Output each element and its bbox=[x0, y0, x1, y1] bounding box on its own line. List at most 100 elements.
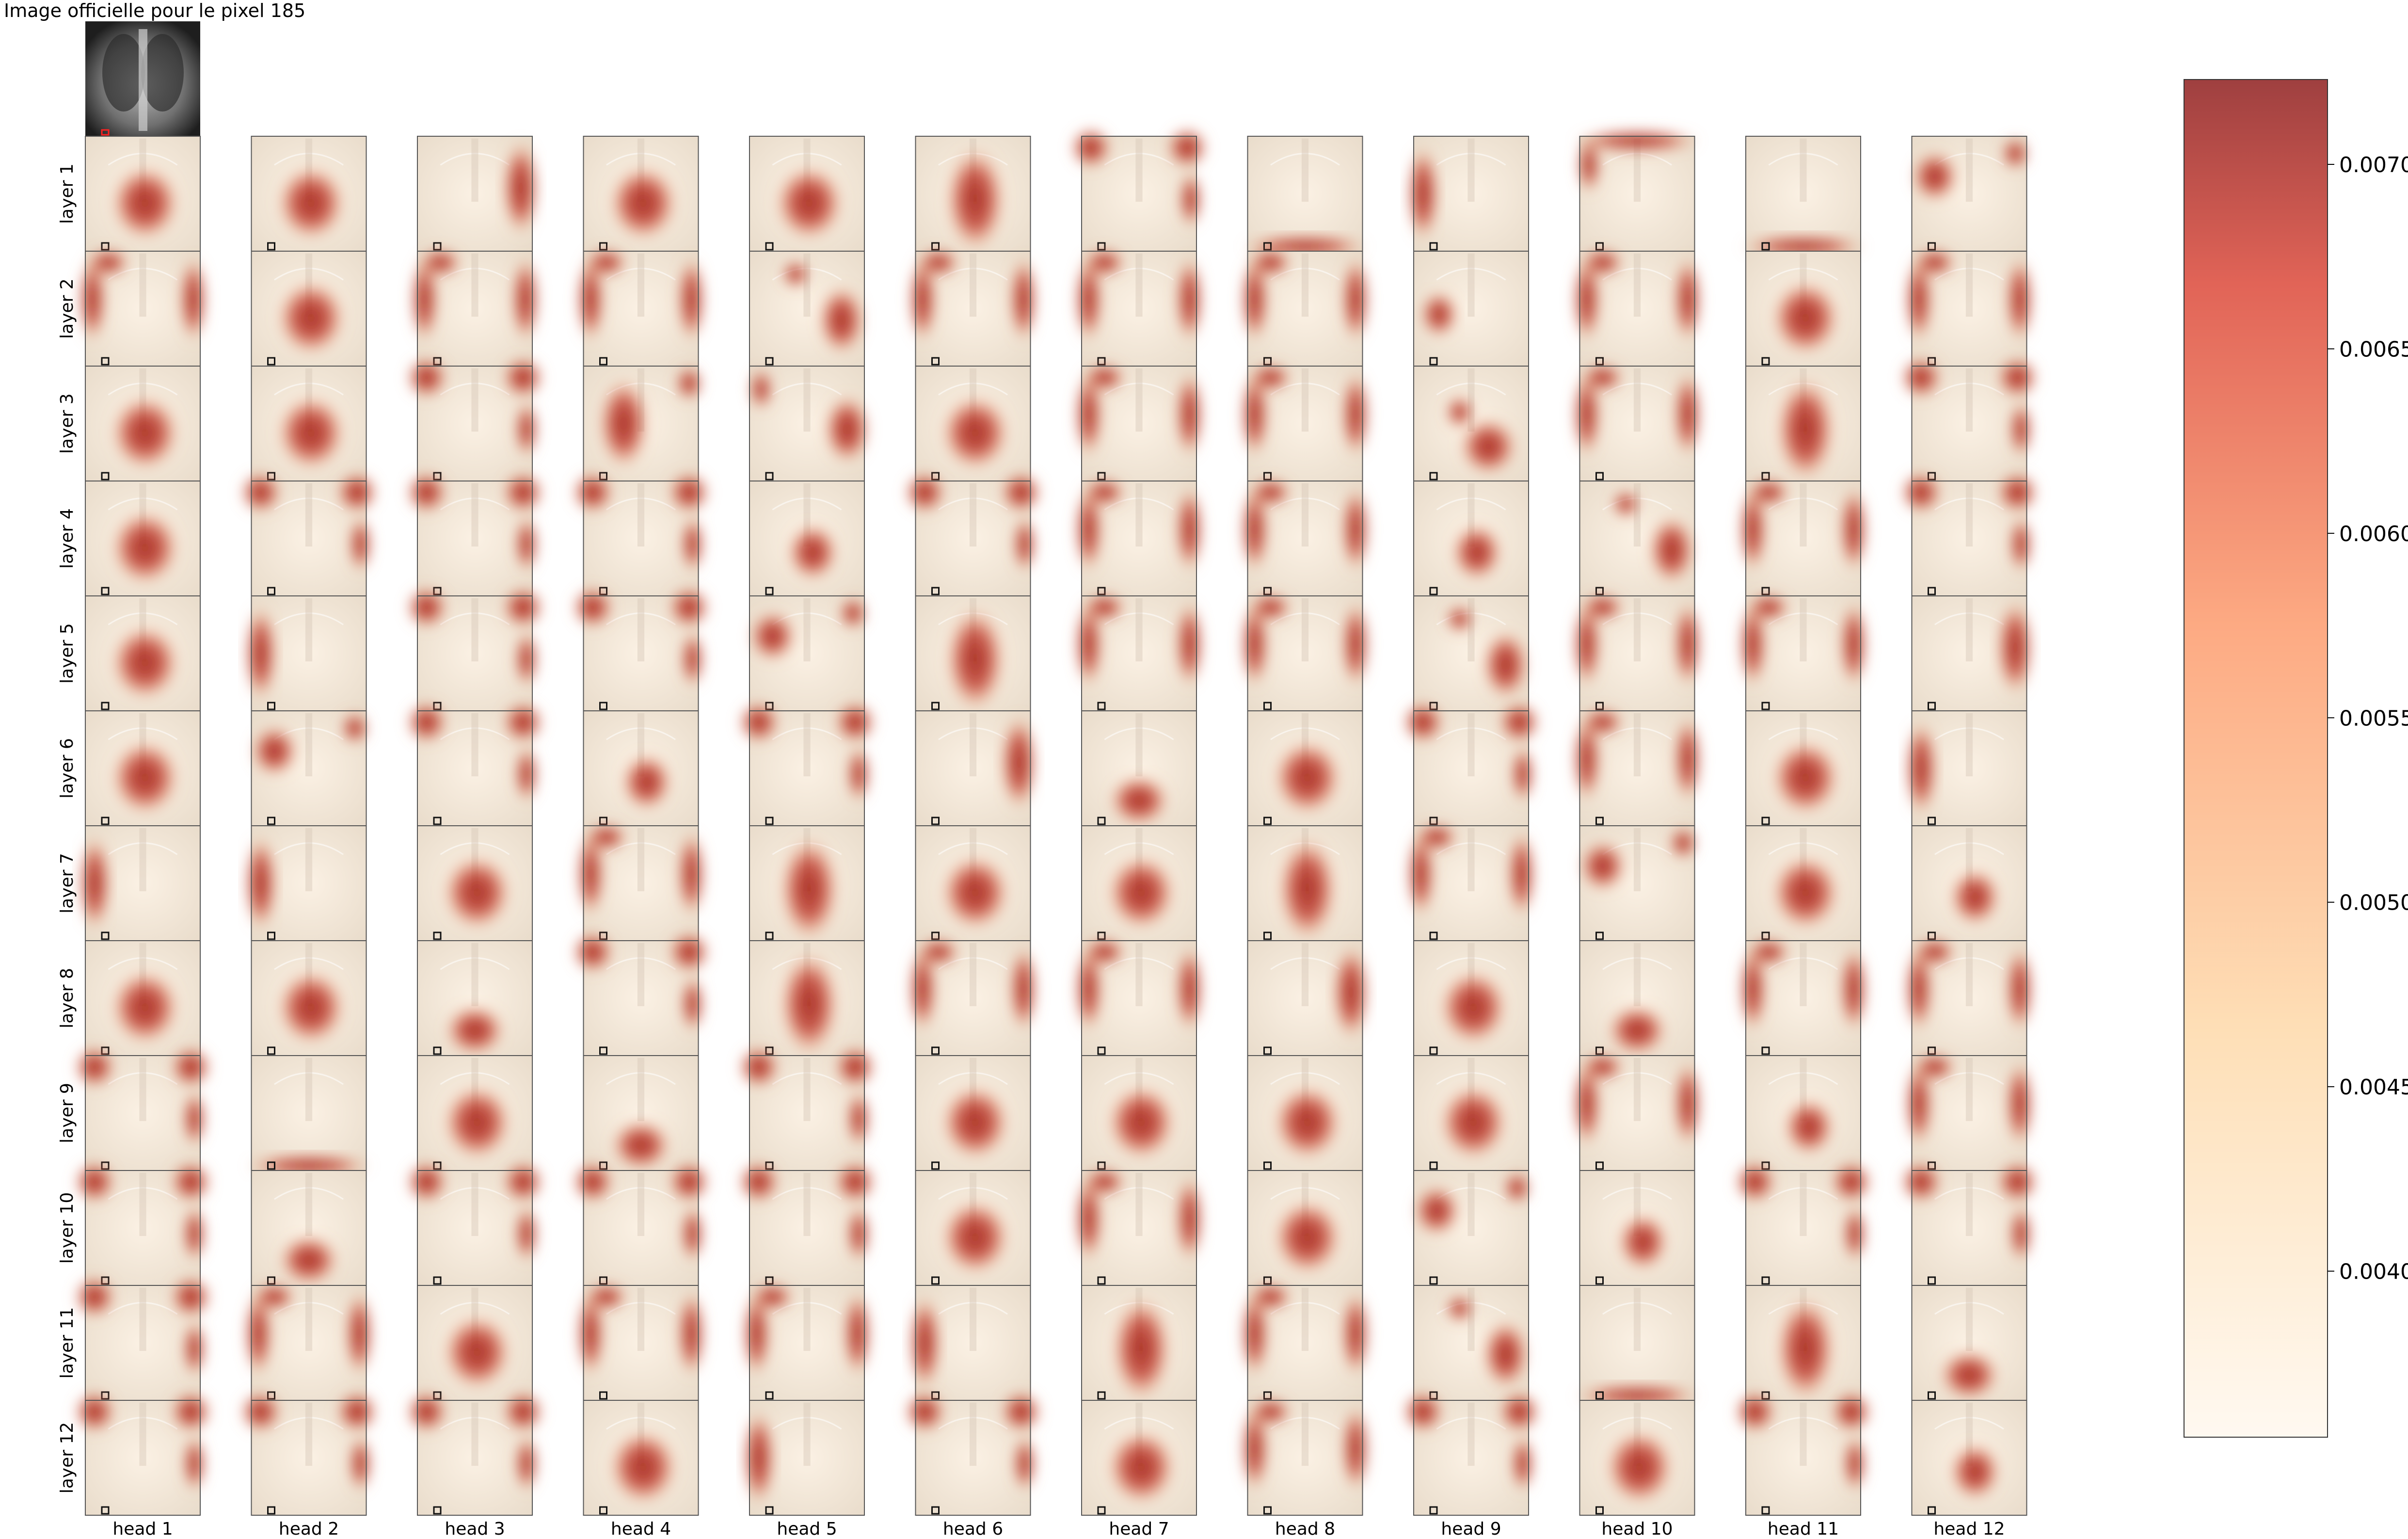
spine-outline bbox=[1633, 138, 1641, 202]
attention-blob bbox=[87, 249, 129, 277]
attention-panel bbox=[1413, 940, 1529, 1056]
attention-panel bbox=[1574, 1285, 1701, 1408]
attention-panel bbox=[1081, 1055, 1197, 1171]
rib-outline bbox=[938, 1187, 1008, 1200]
query-pixel-marker bbox=[1097, 1506, 1106, 1515]
rib-outline bbox=[440, 497, 510, 511]
attention-panel bbox=[749, 481, 865, 596]
attention-blob bbox=[406, 357, 447, 399]
rib-outline bbox=[772, 1417, 842, 1430]
spine-outline bbox=[139, 1058, 146, 1122]
figure-title: Image officielle pour le pixel 185 bbox=[4, 0, 305, 21]
attention-blob bbox=[1000, 472, 1042, 513]
query-pixel-marker bbox=[1429, 472, 1438, 481]
attention-blob bbox=[586, 249, 627, 277]
spine-outline bbox=[1467, 1287, 1475, 1351]
attention-blob bbox=[1250, 249, 1292, 277]
colorbar-gradient-bar bbox=[2184, 79, 2328, 1438]
attention-blob bbox=[941, 395, 1010, 471]
row-label: layer 8 bbox=[57, 968, 77, 1028]
attention-blob bbox=[1176, 600, 1204, 688]
rib-outline bbox=[274, 957, 344, 970]
attention-panel bbox=[1745, 1055, 1861, 1171]
panel-border bbox=[1911, 1400, 2027, 1516]
attention-blob-group bbox=[1451, 523, 1502, 581]
spine-outline bbox=[969, 1402, 977, 1466]
attention-blob bbox=[1511, 745, 1534, 803]
spine-outline bbox=[305, 483, 313, 547]
attention-panel bbox=[1911, 595, 2034, 711]
attention-blob-group bbox=[1771, 739, 1840, 816]
attention-blob bbox=[1483, 630, 1529, 700]
attention-blob bbox=[502, 1161, 544, 1203]
query-pixel-marker bbox=[1263, 702, 1272, 710]
attention-panel bbox=[85, 595, 201, 711]
attention-panel bbox=[74, 1046, 212, 1171]
spine-outline bbox=[1633, 598, 1641, 662]
attention-panel bbox=[749, 825, 865, 942]
attention-blob-group bbox=[239, 472, 378, 573]
query-pixel-marker bbox=[1097, 817, 1106, 825]
attention-blob bbox=[1582, 593, 1624, 622]
spine-outline bbox=[1800, 138, 1807, 202]
query-pixel-marker bbox=[267, 357, 275, 366]
rib-outline bbox=[1768, 1072, 1838, 1085]
rib-outline bbox=[1934, 1302, 2004, 1315]
panel-background bbox=[1247, 136, 1363, 251]
spine-outline bbox=[637, 598, 645, 662]
spine-outline bbox=[1467, 253, 1475, 317]
attention-blob-group bbox=[1000, 714, 1037, 811]
attention-blob bbox=[1582, 1053, 1624, 1081]
spine-outline bbox=[1467, 713, 1475, 777]
column-label: head 8 bbox=[1275, 1519, 1335, 1539]
query-pixel-marker bbox=[765, 1506, 774, 1515]
attention-blob bbox=[675, 366, 703, 401]
attention-blob bbox=[502, 1391, 544, 1433]
query-pixel-marker bbox=[931, 702, 940, 710]
attention-blob bbox=[443, 1084, 512, 1160]
query-pixel-marker bbox=[433, 817, 442, 825]
query-pixel-marker bbox=[267, 1506, 275, 1515]
attention-panel bbox=[1905, 249, 2034, 367]
spine-outline bbox=[1467, 828, 1475, 892]
row-label: layer 5 bbox=[57, 623, 77, 684]
rib-outline bbox=[274, 497, 344, 511]
attention-panel bbox=[1911, 1285, 2027, 1401]
attention-panel bbox=[583, 710, 699, 826]
attention-panel bbox=[1579, 1400, 1695, 1516]
attention-blob bbox=[1511, 1435, 1534, 1492]
attention-blob-group bbox=[1949, 868, 2000, 926]
attention-panel bbox=[1745, 366, 1861, 482]
query-pixel-marker bbox=[765, 587, 774, 595]
rib-outline bbox=[1602, 1187, 1672, 1200]
query-pixel-marker bbox=[1928, 587, 1936, 595]
spine-outline bbox=[637, 483, 645, 547]
attention-blob bbox=[1406, 145, 1439, 242]
spine-outline bbox=[1633, 253, 1641, 317]
attention-blob bbox=[279, 1234, 339, 1286]
query-pixel-marker bbox=[267, 1046, 275, 1055]
attention-blob bbox=[834, 1046, 876, 1088]
attention-panel bbox=[406, 1391, 544, 1516]
colorbar: 0.0040 0.0045 0.0050 0.0055 0.0060 0.0065 0.00… bbox=[2184, 79, 2408, 1438]
query-pixel-marker bbox=[1928, 702, 1936, 710]
attention-blob-group bbox=[111, 165, 180, 241]
attention-blob bbox=[515, 630, 538, 688]
rib-outline bbox=[1934, 612, 2004, 625]
rib-outline bbox=[606, 1187, 676, 1200]
attention-blob bbox=[1582, 708, 1624, 737]
attention-panel bbox=[1081, 825, 1197, 941]
attention-blob bbox=[1771, 280, 1840, 356]
attention-blob bbox=[1840, 600, 1868, 688]
row-label: layer 4 bbox=[57, 508, 77, 569]
attention-blob bbox=[276, 165, 346, 241]
attention-blob bbox=[1009, 256, 1037, 343]
spine-outline bbox=[305, 1402, 313, 1466]
attention-blob bbox=[742, 1409, 775, 1507]
attention-blob bbox=[1013, 515, 1037, 573]
attention-blob-group bbox=[608, 165, 678, 241]
attention-blob bbox=[445, 1005, 505, 1056]
attention-panel bbox=[1241, 479, 1370, 596]
spine-outline bbox=[1965, 598, 1973, 662]
rib-outline bbox=[1934, 1417, 2004, 1430]
